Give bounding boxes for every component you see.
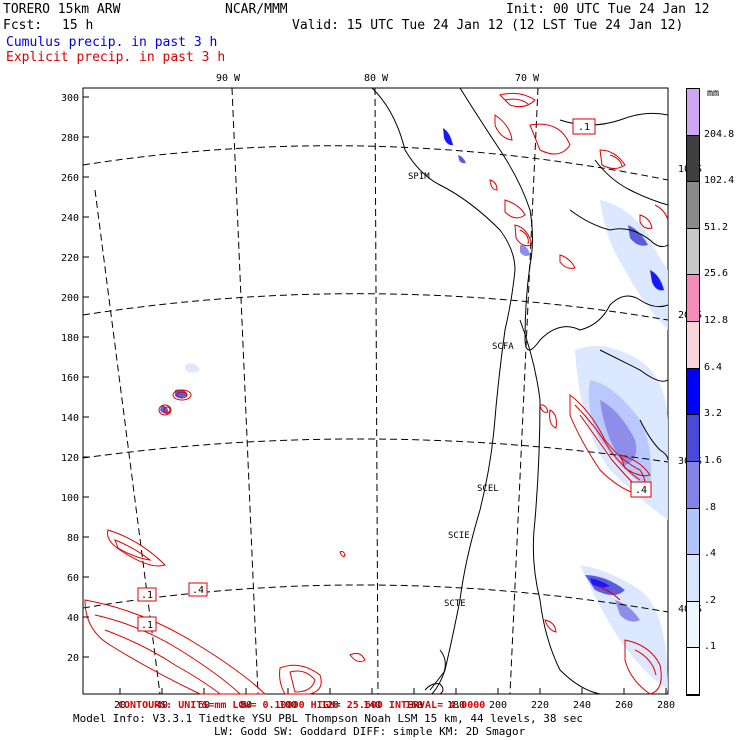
colorbar-level-label: 204.8 (704, 128, 735, 140)
latlon-grid (82, 87, 669, 695)
y-tick-label: 220 (61, 253, 79, 264)
y-tick-label: 300 (61, 93, 79, 104)
station-label: SPIM (408, 172, 430, 182)
model-info: Model Info: V3.3.1 Tiedtke YSU PBL Thomp… (73, 712, 583, 725)
x-tick-label: 60 (198, 700, 210, 711)
x-tick-label: 260 (615, 700, 633, 711)
x-tick-label: 80 (240, 700, 252, 711)
y-tick-label: 160 (61, 373, 79, 384)
station-label: SCIE (448, 531, 470, 541)
contour-label-boxes (137, 118, 652, 632)
y-tick-label: 60 (67, 573, 79, 584)
colorbar-segment (687, 461, 699, 509)
x-tick-label: 120 (321, 700, 339, 711)
x-tick-label: 200 (489, 700, 507, 711)
colorbar (686, 88, 700, 696)
colorbar-segment (687, 508, 699, 556)
x-tick-label: 280 (657, 700, 675, 711)
x-tick-label: 180 (447, 700, 465, 711)
model-title: TORERO 15km ARW (3, 2, 121, 17)
contour-box-label: .1 (141, 590, 153, 601)
explicit-precip-contours (84, 92, 669, 695)
colorbar-level-label: .4 (704, 548, 717, 560)
colorbar-segment (687, 368, 699, 416)
cumulus-precip-shading (160, 128, 668, 690)
contour-box-label: .4 (635, 485, 647, 496)
colorbar-level-label: 1.6 (704, 454, 723, 466)
colorbar-segment (687, 182, 699, 229)
y-tick-label: 80 (67, 533, 79, 544)
y-tick-label: 100 (61, 493, 79, 504)
physics-info: LW: Godd SW: Goddard DIFF: simple KM: 2D… (214, 725, 526, 738)
colorbar-segment (687, 135, 699, 183)
y-tick-label: 20 (67, 653, 79, 664)
colorbar-segment (687, 89, 699, 136)
y-tick-label: 200 (61, 293, 79, 304)
y-tick-label: 240 (61, 213, 79, 224)
y-tick-label: 280 (61, 133, 79, 144)
y-tick-label: 180 (61, 333, 79, 344)
colorbar-segment (687, 648, 699, 695)
forecast-hour: 15 h (62, 18, 94, 33)
init-time: Init: 00 UTC Tue 24 Jan 12 (506, 2, 710, 17)
contour-box-label: .1 (578, 122, 590, 133)
valid-time: Valid: 15 UTC Tue 24 Jan 12 (12 LST Tue … (292, 18, 684, 33)
y-tick-label: 140 (61, 413, 79, 424)
lon-label: 80 W (364, 73, 389, 84)
colorbar-segment (687, 601, 699, 649)
y-tick-label: 40 (67, 613, 79, 624)
cumulus-legend: Cumulus precip. in past 3 h (6, 35, 218, 50)
colorbar-segment (687, 228, 699, 276)
x-tick-label: 100 (279, 700, 297, 711)
x-tick-label: 140 (363, 700, 381, 711)
station-label: SCTE (444, 599, 466, 609)
colorbar-units: mm (707, 88, 720, 99)
colorbar-level-label: .2 (704, 594, 717, 606)
colorbar-level-label: .1 (704, 641, 717, 653)
colorbar-level-label: 3.2 (704, 408, 723, 420)
x-tick-label: 40 (156, 700, 168, 711)
colorbar-level-label: 12.8 (704, 315, 729, 327)
colorbar-segment (687, 322, 699, 369)
forecast-label: Fcst: (3, 18, 43, 33)
lon-label: 70 W (515, 73, 540, 84)
x-tick-label: 20 (114, 700, 126, 711)
colorbar-level-label: 25.6 (704, 268, 729, 280)
colorbar-segment (687, 415, 699, 462)
contour-box-label: .1 (141, 620, 153, 631)
colorbar-level-label: 51.2 (704, 221, 729, 233)
contours-info: CONTOURS: UNITS=mm LOW= 0.10000 HIGH= 25… (118, 700, 486, 711)
y-tick-label: 260 (61, 173, 79, 184)
explicit-legend: Explicit precip. in past 3 h (6, 50, 226, 65)
org-label: NCAR/MMM (225, 2, 288, 17)
station-labels: SPIM SCFA SCEL SCIE SCTE (408, 172, 514, 609)
station-label: SCEL (477, 484, 499, 494)
x-tick-label: 160 (405, 700, 423, 711)
colorbar-level-label: 102.4 (704, 175, 735, 187)
colorbar-level-label: .8 (704, 501, 717, 513)
lon-label: 90 W (216, 73, 241, 84)
contour-box-label: .4 (192, 585, 204, 596)
colorbar-segment (687, 275, 699, 323)
y-tick-label: 120 (61, 453, 79, 464)
x-tick-label: 220 (531, 700, 549, 711)
colorbar-segment (687, 555, 699, 602)
station-label: SCFA (492, 342, 514, 352)
x-tick-label: 240 (573, 700, 591, 711)
colorbar-level-label: 6.4 (704, 361, 723, 373)
